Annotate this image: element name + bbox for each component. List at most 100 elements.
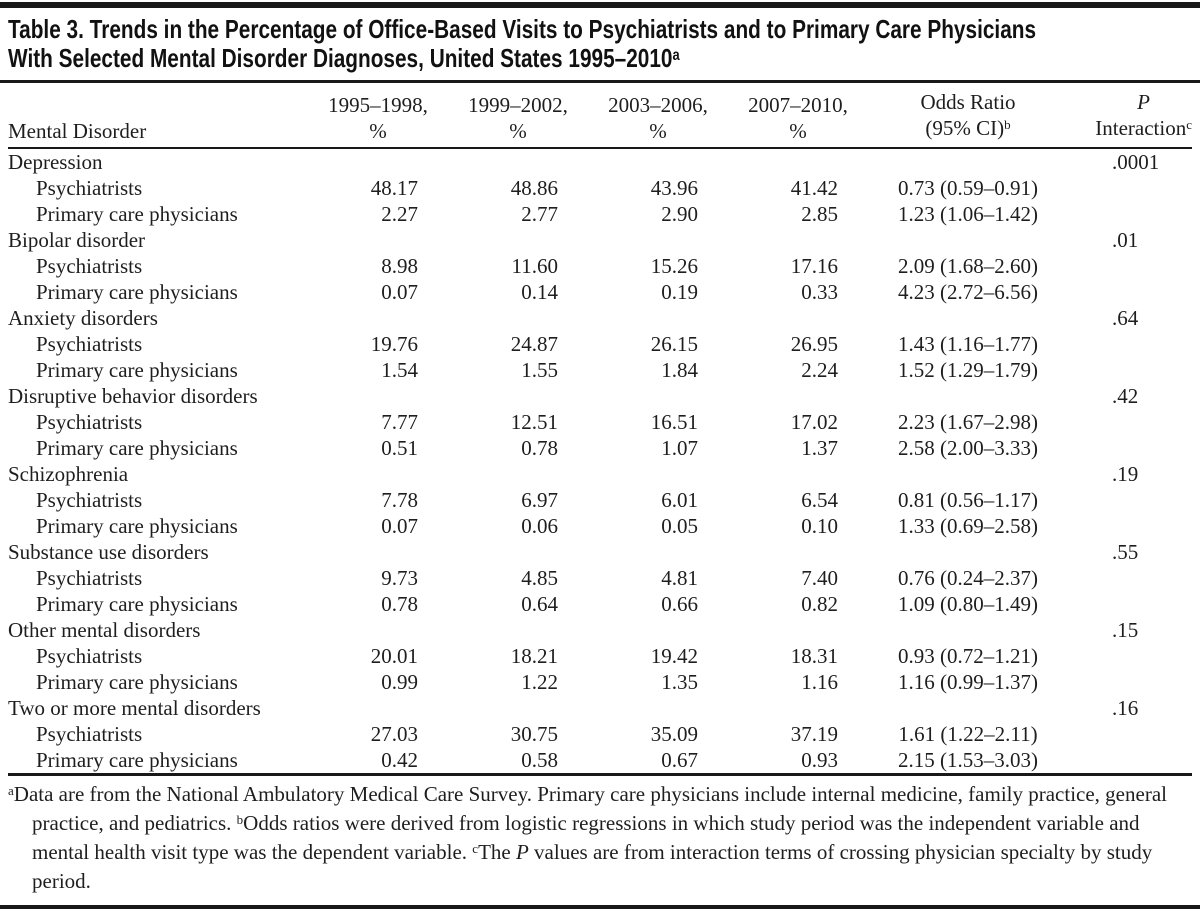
provider-label: Psychiatrists — [36, 410, 143, 434]
pct-value: 1.07 — [661, 436, 698, 460]
disorder-group-label: Depression — [8, 150, 103, 174]
empty-cell — [308, 617, 1068, 643]
period-label: 2007–2010, — [748, 93, 848, 117]
pct-value: 48.86 — [510, 176, 558, 200]
pct-value: 0.78 — [521, 436, 558, 460]
group-row-two-or-more-mental-disorders: Two or more mental disorders .16 — [8, 695, 1192, 721]
percent-sign: % — [649, 119, 667, 143]
group-row-anxiety-disorders: Anxiety disorders .64 — [8, 305, 1192, 331]
data-row-psychiatrists: Psychiatrists 9.73 4.85 4.81 7.40 0.76 (… — [8, 565, 1192, 591]
data-row-primary-care: Primary care physicians 0.99 1.22 1.35 1… — [8, 669, 1192, 695]
group-row-schizophrenia: Schizophrenia .19 — [8, 461, 1192, 487]
pct-value: 0.19 — [661, 280, 698, 304]
pct-value: 1.84 — [661, 358, 698, 382]
pct-value: 26.15 — [650, 332, 698, 356]
pct-value: 7.78 — [381, 488, 418, 512]
odds-ratio-value: 1.09 (0.80–1.49) — [898, 592, 1038, 616]
pct-value: 19.42 — [650, 644, 698, 668]
odds-ratio-value: 0.73 (0.59–0.91) — [898, 176, 1038, 200]
data-row-psychiatrists: Psychiatrists 20.01 18.21 19.42 18.31 0.… — [8, 643, 1192, 669]
pct-value: 4.85 — [521, 566, 558, 590]
pct-value: 35.09 — [650, 722, 698, 746]
pct-value: 0.06 — [521, 514, 558, 538]
p-interaction-value: .01 — [1112, 228, 1139, 252]
pct-value: 24.87 — [510, 332, 558, 356]
pct-value: 6.54 — [801, 488, 838, 512]
odds-ratio-label: Odds Ratio — [920, 90, 1016, 114]
provider-label: Primary care physicians — [36, 280, 238, 304]
column-header-p-interaction: P Interactionc — [1068, 83, 1192, 149]
empty-cell — [1068, 357, 1192, 383]
data-row-psychiatrists: Psychiatrists 7.77 12.51 16.51 17.02 2.2… — [8, 409, 1192, 435]
pct-value: 0.64 — [521, 592, 558, 616]
pct-value: 18.31 — [790, 644, 838, 668]
pct-value: 0.42 — [381, 748, 418, 772]
odds-ratio-value: 0.81 (0.56–1.17) — [898, 488, 1038, 512]
period-label: 2003–2006, — [608, 93, 708, 117]
top-rule — [0, 2, 1200, 8]
disorder-group-label: Bipolar disorder — [8, 228, 146, 252]
pct-value: 1.54 — [381, 358, 418, 382]
pct-value: 8.98 — [381, 254, 418, 278]
percent-sign: % — [789, 119, 807, 143]
pct-value: 0.05 — [661, 514, 698, 538]
percent-sign: % — [369, 119, 387, 143]
pct-value: 0.93 — [801, 748, 838, 772]
pct-value: 18.21 — [510, 644, 558, 668]
footnote-marker-b: b — [236, 812, 244, 828]
pct-value: 27.03 — [370, 722, 418, 746]
empty-cell — [308, 227, 1068, 253]
footnote-marker-c: c — [472, 841, 479, 857]
table-body: Depression .0001 Psychiatrists 48.17 48.… — [8, 148, 1192, 775]
provider-label: Psychiatrists — [36, 488, 143, 512]
provider-label: Primary care physicians — [36, 748, 238, 772]
provider-label: Psychiatrists — [36, 254, 143, 278]
odds-ratio-value: 2.15 (1.53–3.03) — [898, 748, 1038, 772]
odds-ratio-value: 0.93 (0.72–1.21) — [898, 644, 1038, 668]
header-row: Mental Disorder 1995–1998, % 1999–2002, … — [8, 83, 1192, 149]
empty-cell — [308, 695, 1068, 721]
disorder-group-label: Anxiety disorders — [8, 306, 158, 330]
pct-value: 0.82 — [801, 592, 838, 616]
data-row-primary-care: Primary care physicians 0.78 0.64 0.66 0… — [8, 591, 1192, 617]
table-title-line2: With Selected Mental Disorder Diagnoses,… — [8, 43, 673, 73]
pct-value: 0.51 — [381, 436, 418, 460]
p-interaction-value: .16 — [1112, 696, 1139, 720]
pct-value: 1.22 — [521, 670, 558, 694]
pct-value: 15.26 — [650, 254, 698, 278]
column-header-period-2003-2006: 2003–2006, % — [588, 83, 728, 149]
group-row-disruptive-behavior-disorders: Disruptive behavior disorders .42 — [8, 383, 1192, 409]
group-row-depression: Depression .0001 — [8, 148, 1192, 175]
empty-cell — [1068, 253, 1192, 279]
pct-value: 1.55 — [521, 358, 558, 382]
table-title: Table 3. Trends in the Percentage of Off… — [8, 15, 1192, 77]
empty-cell — [308, 383, 1068, 409]
provider-label: Primary care physicians — [36, 514, 238, 538]
empty-cell — [1068, 721, 1192, 747]
provider-label: Psychiatrists — [36, 332, 143, 356]
provider-label: Primary care physicians — [36, 202, 238, 226]
group-row-other-mental-disorders: Other mental disorders .15 — [8, 617, 1192, 643]
trends-table: Mental Disorder 1995–1998, % 1999–2002, … — [8, 83, 1192, 776]
empty-cell — [1068, 331, 1192, 357]
pct-value: 17.16 — [790, 254, 838, 278]
footnote-text-a: Data are from the National Ambulatory Me… — [13, 782, 1167, 835]
pct-value: 0.33 — [801, 280, 838, 304]
footnote-ref-a: a — [672, 45, 680, 64]
column-header-period-2007-2010: 2007–2010, % — [728, 83, 868, 149]
pct-value: 2.24 — [801, 358, 838, 382]
pct-value: 0.66 — [661, 592, 698, 616]
pct-value: 6.01 — [661, 488, 698, 512]
column-header-period-1999-2002: 1999–2002, % — [448, 83, 588, 149]
pct-value: 30.75 — [510, 722, 558, 746]
table-header: Mental Disorder 1995–1998, % 1999–2002, … — [8, 83, 1192, 149]
provider-label: Primary care physicians — [36, 592, 238, 616]
empty-cell — [1068, 409, 1192, 435]
column-header-mental-disorder: Mental Disorder — [8, 83, 308, 149]
odds-ratio-value: 1.23 (1.06–1.42) — [898, 202, 1038, 226]
p-interaction-value: .19 — [1112, 462, 1139, 486]
pct-value: 0.10 — [801, 514, 838, 538]
pct-value: 41.42 — [790, 176, 838, 200]
interaction-label: Interaction — [1095, 116, 1187, 140]
